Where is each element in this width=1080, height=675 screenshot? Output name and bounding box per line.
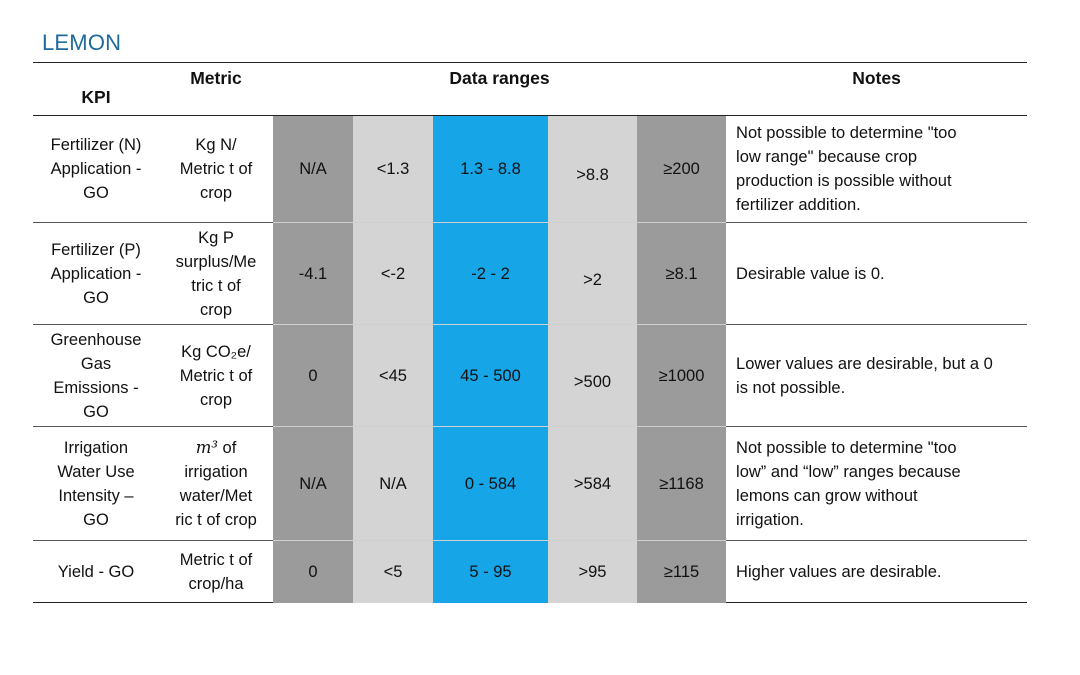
table-header-row: KPI Metric Data ranges Notes	[33, 62, 1028, 116]
range-cell: 0 - 584	[433, 426, 548, 541]
range-cell: ≥1000	[637, 324, 727, 427]
kpi-cell: Yield - GO	[33, 540, 159, 603]
range-cell: <-2	[353, 222, 433, 325]
metric-cell: m³ of irrigation water/Met ric t of crop	[159, 426, 273, 541]
table-row: Fertilizer (N) Application - GO Kg N/Metric…	[33, 115, 1028, 223]
cell-line: crop	[199, 390, 233, 409]
table-row: Irrigation Water Use Intensity – GO m³ of irr…	[33, 426, 1028, 541]
cell-line: Greenhouse	[50, 330, 142, 349]
cell-line: Kg CO₂e/	[181, 342, 251, 361]
kpi-cell: Irrigation Water Use Intensity – GO	[33, 426, 159, 541]
cell-line: Water Use	[57, 462, 135, 481]
range-cell: -4.1	[273, 222, 353, 325]
range-cell: <1.3	[353, 115, 433, 223]
cell-line: crop	[199, 184, 233, 202]
range-cell: ≥200	[637, 115, 727, 223]
metric-cell: Kg P surplus/Me tric t of crop	[159, 222, 273, 325]
cell-line: Kg P	[198, 228, 234, 247]
notes-cell: Not possible to determine "too low” and “…	[726, 426, 1028, 541]
header-kpi: KPI	[33, 62, 159, 116]
cell-line: Kg N/	[195, 136, 237, 154]
range-cell: N/A	[273, 115, 353, 223]
table-row: Yield - GO Metric t of crop/ha 0 <5 5 - 95 >95…	[33, 540, 1028, 603]
cell-line: is not possible.	[736, 378, 846, 397]
cell-line: surplus/Me	[175, 252, 257, 271]
metric-unit-symbol: m³	[195, 437, 218, 457]
range-cell: -2 - 2	[433, 222, 548, 325]
kpi-cell: Fertilizer (N) Application - GO	[33, 115, 159, 223]
range-cell: 1.3 - 8.8	[433, 115, 548, 223]
cell-line: tric t of	[191, 276, 241, 295]
notes-cell: Desirable value is 0.	[726, 222, 1028, 325]
cell-line: ric t of crop	[175, 510, 257, 529]
range-cell: ≥8.1	[637, 222, 727, 325]
cell-line: low range" because crop	[736, 148, 918, 166]
range-cell: N/A	[353, 426, 433, 541]
cell-line: crop	[199, 300, 233, 319]
cell-line: Irrigation	[63, 438, 129, 457]
cell-line: Emissions -	[53, 378, 139, 397]
cell-line: Higher values are desirable.	[736, 562, 942, 581]
table-body: Fertilizer (N) Application - GO Kg N/Metric…	[33, 115, 1028, 603]
kpi-cell: Fertilizer (P) Application - GO	[33, 222, 159, 325]
cell-line: fertilizer addition.	[736, 196, 861, 214]
cell-line: Metric t of	[179, 366, 253, 385]
range-cell: 5 - 95	[433, 540, 548, 603]
table-row: Greenhouse Gas Emissions - GO Kg CO₂e/Metric…	[33, 324, 1028, 427]
cell-line: Metric t of	[179, 550, 253, 569]
notes-cell: Higher values are desirable.	[726, 540, 1028, 603]
cell-line: lemons can grow without	[736, 486, 918, 505]
range-cell: <5	[353, 540, 433, 603]
header-data-ranges: Data ranges	[273, 62, 727, 116]
range-cell: >584	[548, 426, 637, 541]
range-cell: 0	[273, 324, 353, 427]
range-cell: >2	[548, 222, 637, 325]
cell-line: Fertilizer (N)	[50, 136, 142, 154]
cell-line: Lower values are desirable, but a 0	[736, 354, 993, 373]
cell-line: GO	[83, 510, 109, 529]
cell-line: m³ of	[195, 437, 237, 457]
kpi-table: KPI Metric Data ranges Notes Fertilizer …	[33, 62, 1028, 603]
cell-line: production is possible without	[736, 172, 952, 190]
cell-line: Not possible to determine "too	[736, 438, 957, 457]
metric-cell: Kg N/Metric t of crop	[159, 115, 273, 223]
notes-cell: Lower values are desirable, but a 0 is no…	[726, 324, 1028, 427]
cell-line: Application -	[50, 264, 142, 283]
header-notes: Notes	[726, 62, 1028, 116]
cell-line: GO	[83, 288, 109, 307]
cell-line: Intensity –	[58, 486, 134, 505]
range-cell: ≥115	[637, 540, 727, 603]
range-cell: 45 - 500	[433, 324, 548, 427]
cell-line: Fertilizer (P)	[51, 240, 141, 259]
cell-line: crop/ha	[188, 574, 244, 593]
cell-line: irrigation.	[736, 510, 804, 529]
cell-line: Desirable value is 0.	[736, 264, 885, 283]
cell-line: Metric t of	[179, 160, 253, 178]
table-row: Fertilizer (P) Application - GO Kg P surplus…	[33, 222, 1028, 325]
cell-line: irrigation	[184, 462, 248, 481]
cell-line: Application -	[50, 160, 142, 178]
range-cell: N/A	[273, 426, 353, 541]
range-cell: >95	[548, 540, 637, 603]
cell-line: GO	[83, 184, 109, 202]
cell-line: Yield - GO	[57, 562, 135, 581]
kpi-cell: Greenhouse Gas Emissions - GO	[33, 324, 159, 427]
range-cell: >8.8	[548, 115, 637, 223]
range-cell: >500	[548, 324, 637, 427]
cell-line: water/Met	[179, 486, 253, 505]
metric-cell: Metric t of crop/ha	[159, 540, 273, 603]
range-cell: ≥1168	[637, 426, 727, 541]
metric-cell: Kg CO₂e/Metric t of crop	[159, 324, 273, 427]
range-cell: <45	[353, 324, 433, 427]
cell-line: Gas	[80, 354, 112, 373]
range-cell: 0	[273, 540, 353, 603]
notes-cell: Not possible to determine "too low range"…	[726, 115, 1028, 223]
cell-line: GO	[83, 402, 109, 421]
cell-line: low” and “low” ranges because	[736, 462, 961, 481]
header-metric: Metric	[159, 62, 273, 116]
cell-line: Not possible to determine "too	[736, 124, 957, 142]
document-title: LEMON	[42, 30, 122, 55]
